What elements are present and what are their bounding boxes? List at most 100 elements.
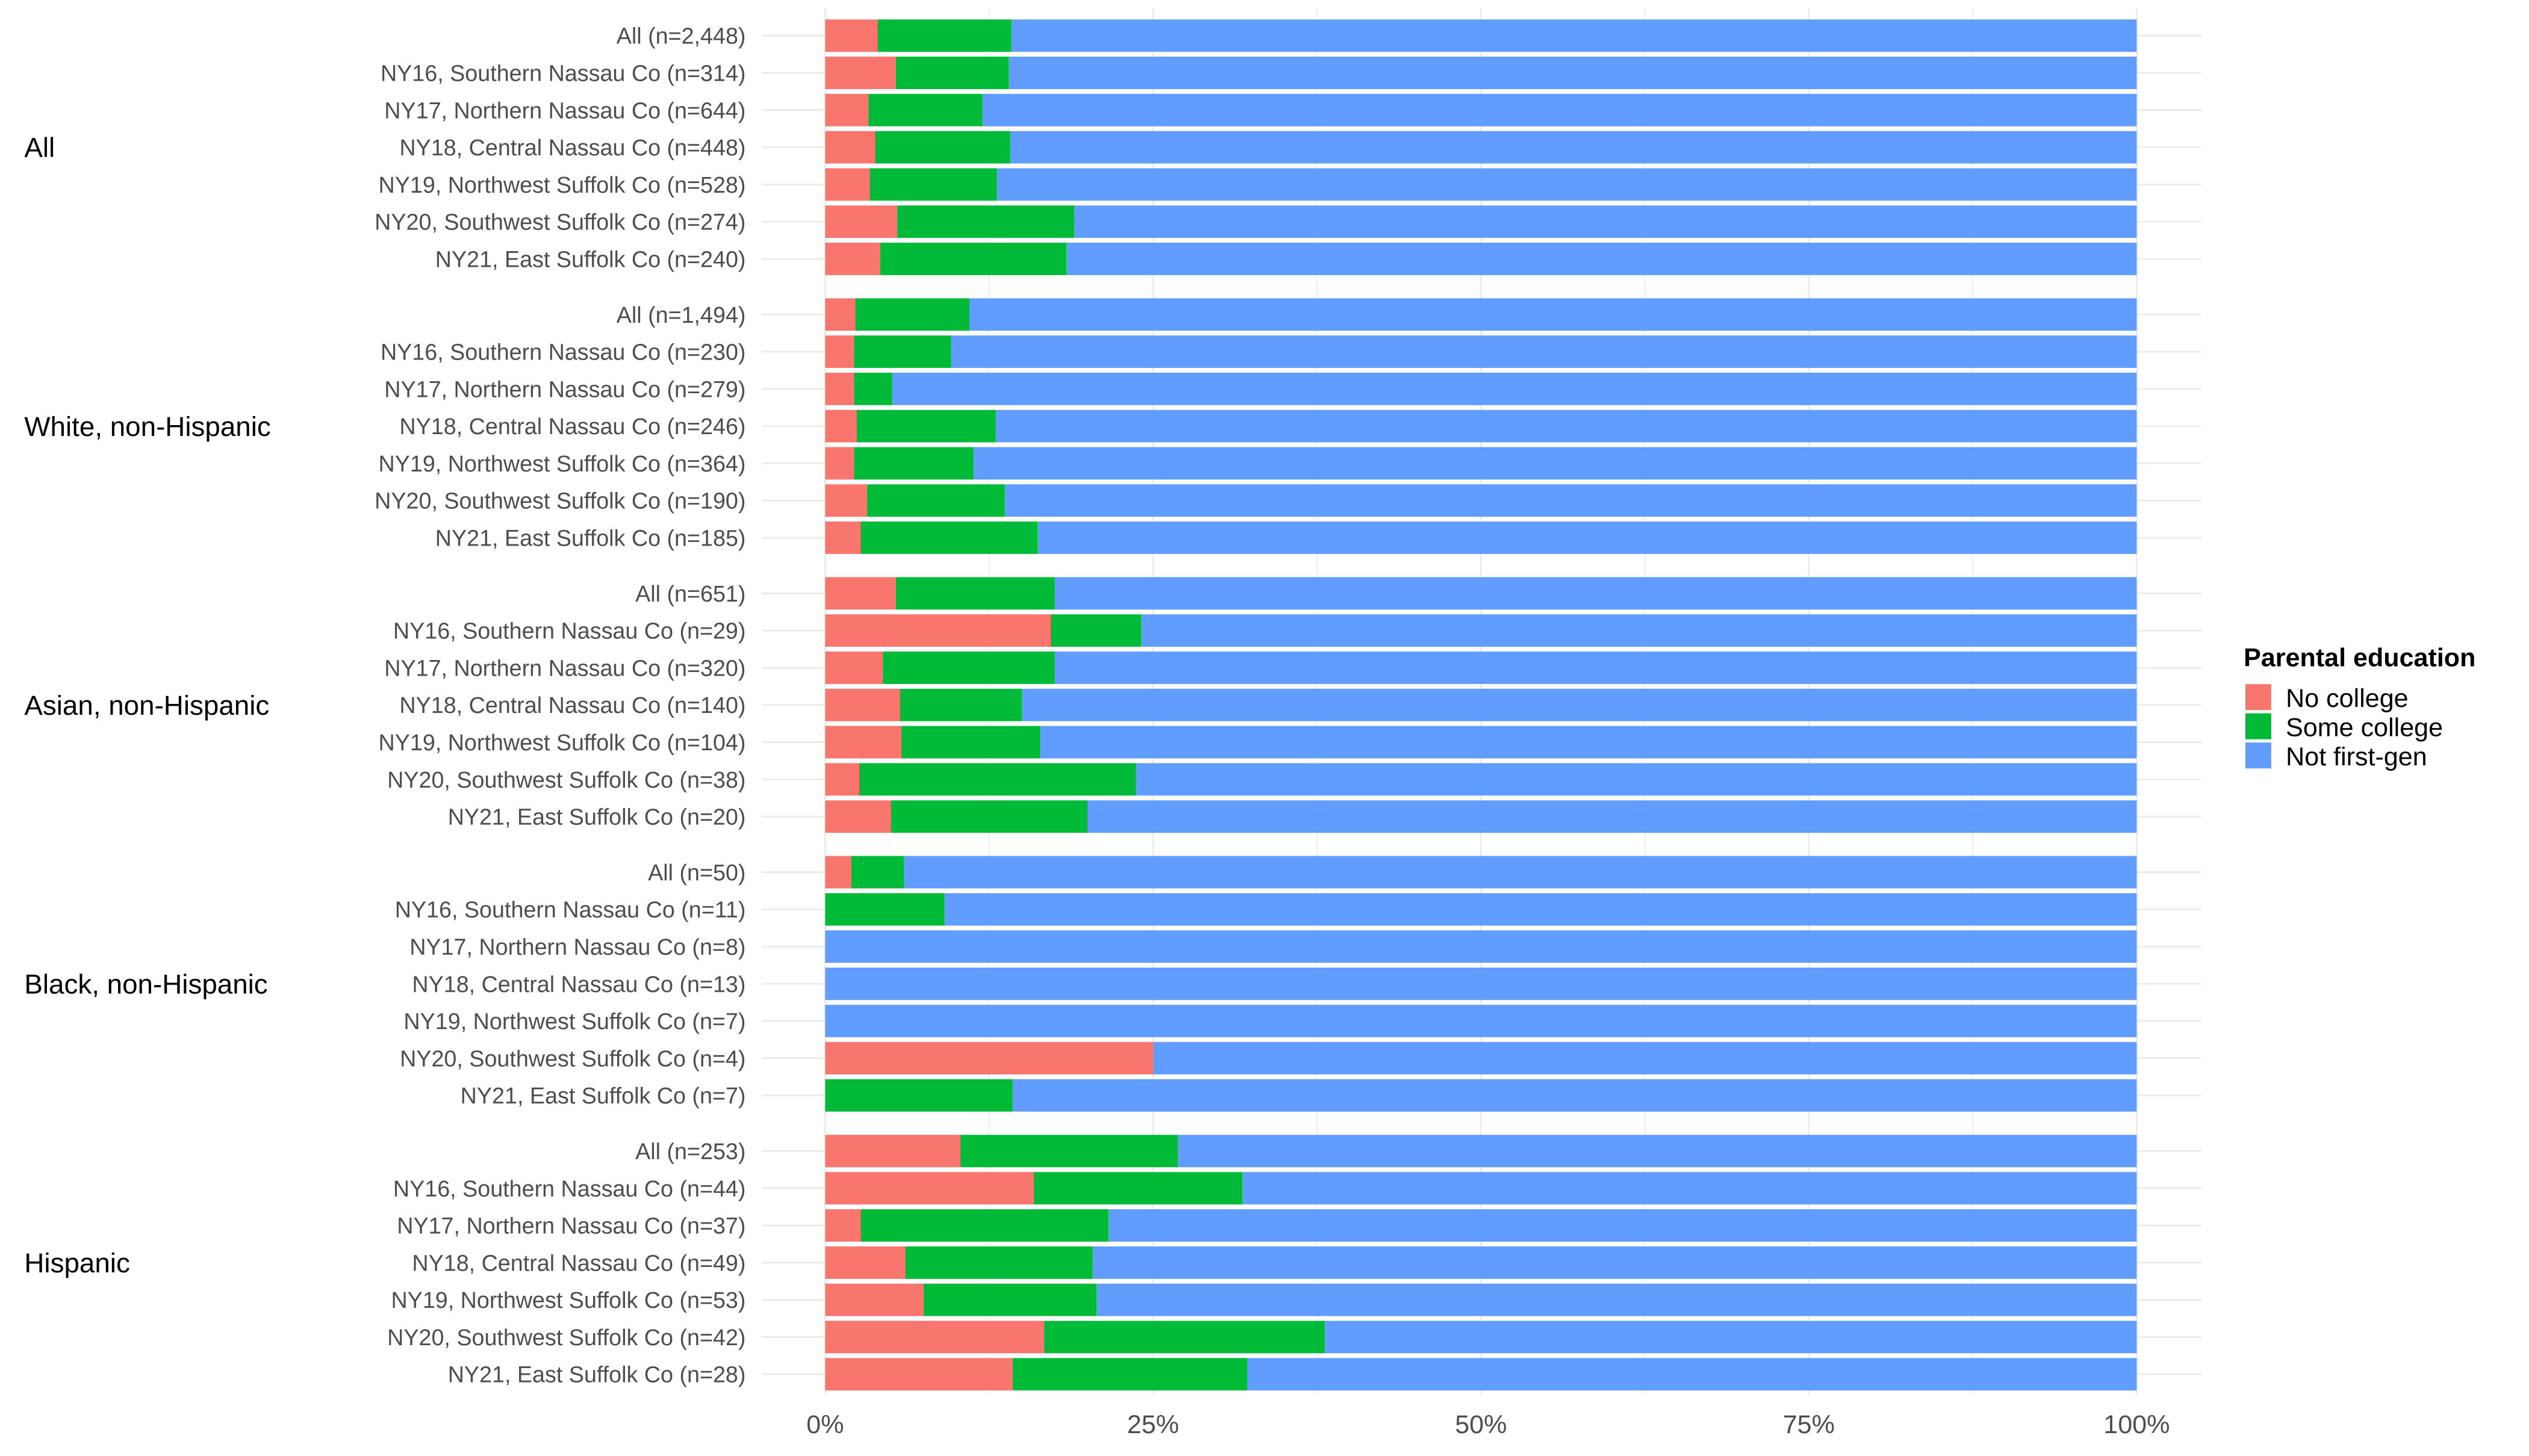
bar-segment-not-first-gen	[1087, 800, 2137, 833]
row-label: NY16, Southern Nassau Co (n=29)	[393, 618, 746, 644]
bar-segment-no-college	[825, 577, 896, 610]
bar-segment-some-college	[897, 205, 1075, 238]
bar-segment-not-first-gen	[1136, 763, 2137, 796]
bar-segment-some-college	[1012, 1358, 1248, 1391]
bar-segment-no-college	[825, 335, 854, 369]
bar-segment-some-college	[895, 57, 1009, 89]
bar-segment-no-college	[825, 1042, 1153, 1075]
row-label: NY21, East Suffolk Co (n=185)	[435, 525, 746, 550]
row-label: NY16, Southern Nassau Co (n=44)	[393, 1176, 746, 1201]
bar-segment-no-college	[825, 243, 880, 275]
bar-segment-no-college	[825, 1283, 924, 1316]
bar-segment-some-college	[960, 1134, 1178, 1168]
bar-segment-not-first-gen	[995, 409, 2137, 443]
bar-segment-not-first-gen	[1074, 205, 2137, 238]
bar-segment-some-college	[1044, 1321, 1325, 1354]
group-label: Asian, non-Hispanic	[24, 690, 269, 721]
bar-segment-some-college	[851, 856, 904, 889]
row-label: NY17, Northern Nassau Co (n=320)	[384, 655, 745, 680]
bar-segment-some-college	[895, 577, 1055, 610]
group-label: Hispanic	[24, 1248, 129, 1278]
bar-segment-no-college	[825, 800, 891, 833]
bar-segment-not-first-gen	[1004, 484, 2137, 517]
legend-label: Some college	[2286, 713, 2443, 742]
bar-segment-no-college	[825, 652, 883, 684]
bar-segment-no-college	[825, 856, 851, 889]
bar-segment-some-college	[860, 1209, 1109, 1242]
row-label: NY21, East Suffolk Co (n=28)	[448, 1362, 746, 1387]
bar-segment-some-college	[854, 447, 974, 480]
bar-segment-some-college	[854, 372, 892, 405]
bar-segment-some-college	[901, 726, 1041, 759]
bar-segment-not-first-gen	[1054, 652, 2137, 684]
bar-segment-no-college	[825, 93, 869, 126]
legend-swatch	[2245, 742, 2271, 769]
bar-segment-no-college	[825, 614, 1051, 647]
x-tick-label: 0%	[806, 1410, 844, 1439]
row-label: NY17, Northern Nassau Co (n=8)	[409, 934, 745, 959]
row-label: NY20, Southwest Suffolk Co (n=4)	[400, 1046, 745, 1071]
row-label: NY20, Southwest Suffolk Co (n=274)	[375, 210, 745, 235]
bar-segment-no-college	[825, 168, 870, 201]
group-label: All	[24, 132, 55, 163]
bar-segment-not-first-gen	[969, 298, 2137, 331]
row-label: NY20, Southwest Suffolk Co (n=38)	[387, 767, 745, 792]
bar-segment-some-college	[867, 484, 1005, 517]
bar-segment-no-college	[825, 484, 868, 517]
bar-segment-not-first-gen	[825, 1004, 2137, 1038]
row-label: NY18, Central Nassau Co (n=140)	[399, 692, 745, 718]
bar-segment-some-college	[868, 93, 983, 126]
row-label: All (n=50)	[648, 860, 745, 885]
row-label: All (n=2,448)	[617, 23, 746, 49]
bar-segment-no-college	[825, 1134, 960, 1168]
bar-segment-no-college	[825, 521, 861, 554]
bar-segment-no-college	[825, 1172, 1034, 1205]
bar-segment-not-first-gen	[982, 93, 2137, 126]
bar-segment-not-first-gen	[1108, 1209, 2137, 1242]
x-tick-label: 50%	[1455, 1410, 1507, 1439]
bar-segment-some-college	[923, 1283, 1097, 1316]
row-label: All (n=253)	[635, 1139, 745, 1164]
bar-segment-no-college	[825, 1209, 861, 1242]
bar-segment-no-college	[825, 1321, 1045, 1354]
row-label: NY19, Northwest Suffolk Co (n=53)	[391, 1287, 745, 1313]
row-label: NY21, East Suffolk Co (n=20)	[448, 804, 746, 830]
bar-segment-some-college	[854, 335, 951, 369]
bar-segment-not-first-gen	[973, 447, 2137, 480]
bar-segment-some-college	[875, 131, 1010, 164]
row-label: NY19, Northwest Suffolk Co (n=7)	[403, 1009, 745, 1034]
bar-segment-some-college	[891, 800, 1087, 833]
bar-segment-some-college	[1051, 614, 1142, 647]
row-label: NY18, Central Nassau Co (n=448)	[399, 135, 745, 160]
bar-segment-not-first-gen	[1153, 1042, 2137, 1075]
bar-segment-not-first-gen	[1022, 688, 2137, 721]
bar-segment-some-college	[880, 243, 1067, 275]
bar-segment-no-college	[825, 763, 860, 796]
bar-segment-not-first-gen	[1066, 243, 2137, 275]
bar-segment-some-college	[860, 521, 1038, 554]
bar-segment-not-first-gen	[1178, 1134, 2137, 1168]
bar-segment-not-first-gen	[1325, 1321, 2137, 1354]
row-label: NY16, Southern Nassau Co (n=314)	[381, 60, 746, 86]
bar-segment-not-first-gen	[825, 967, 2137, 1000]
bar-segment-no-college	[825, 1246, 906, 1279]
legend-title: Parental education	[2244, 644, 2475, 673]
bar-segment-no-college	[825, 298, 856, 331]
row-label: NY21, East Suffolk Co (n=7)	[461, 1083, 746, 1109]
row-label: NY19, Northwest Suffolk Co (n=364)	[379, 451, 746, 476]
row-label: NY16, Southern Nassau Co (n=11)	[395, 897, 746, 922]
row-label: NY16, Southern Nassau Co (n=230)	[381, 340, 746, 365]
row-label: NY21, East Suffolk Co (n=240)	[435, 246, 746, 272]
row-label: NY18, Central Nassau Co (n=246)	[399, 414, 745, 439]
bar-segment-not-first-gen	[1009, 57, 2137, 89]
bar-segment-not-first-gen	[951, 335, 2137, 369]
bar-segment-not-first-gen	[1141, 614, 2137, 647]
bar-segment-some-college	[825, 1079, 1013, 1112]
bar-segment-some-college	[900, 688, 1022, 721]
bar-segment-some-college	[905, 1246, 1093, 1279]
group-label: White, non-Hispanic	[24, 411, 270, 442]
row-label: All (n=651)	[635, 581, 745, 606]
row-label: NY20, Southwest Suffolk Co (n=190)	[375, 488, 745, 514]
bar-segment-some-college	[825, 893, 945, 926]
row-label: NY20, Southwest Suffolk Co (n=42)	[387, 1325, 745, 1350]
